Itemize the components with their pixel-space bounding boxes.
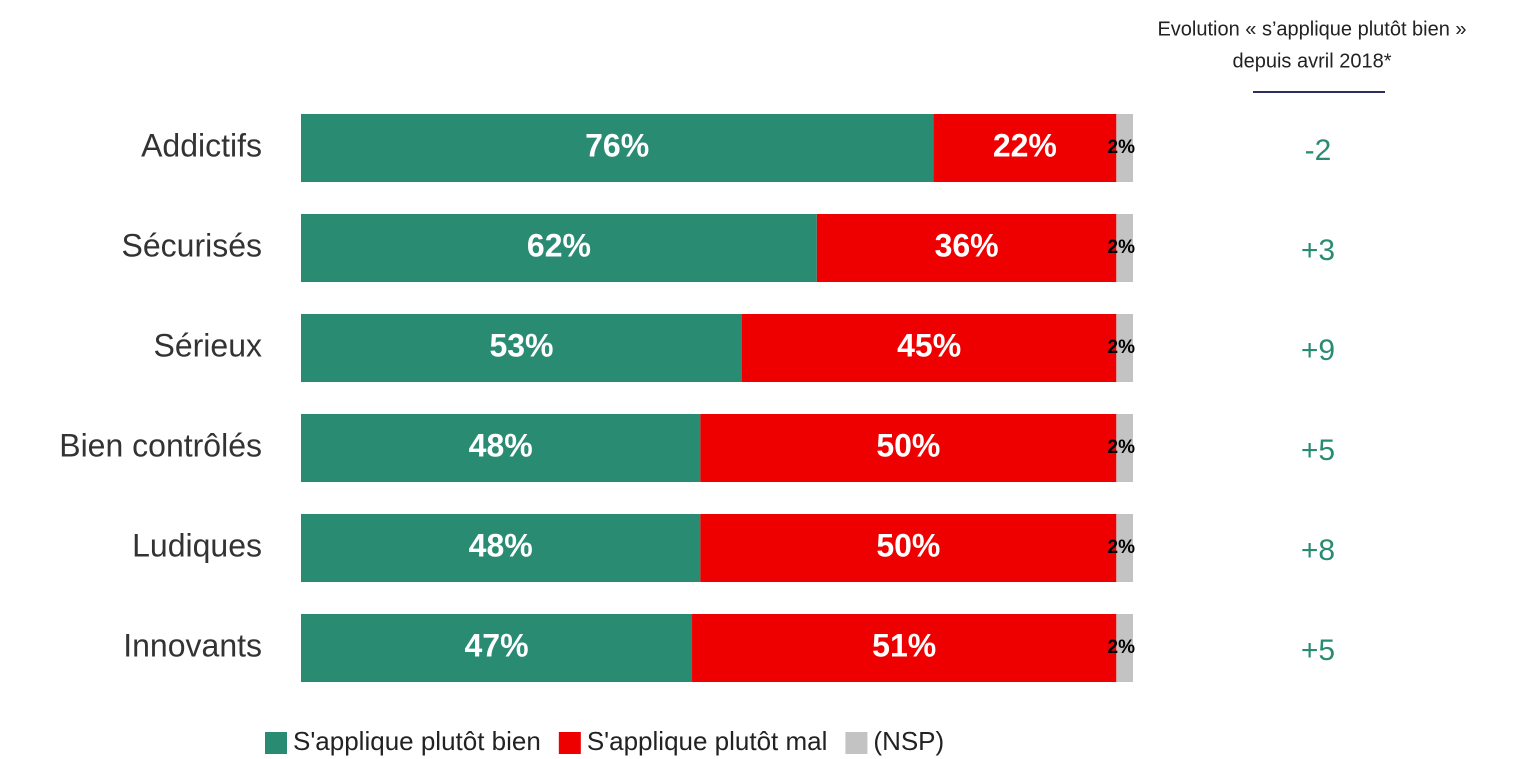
value-label: 45% xyxy=(897,327,961,363)
evolution-value: -2 xyxy=(1305,134,1332,167)
legend-label: S'applique plutôt bien xyxy=(293,726,541,756)
legend-swatch xyxy=(845,732,868,754)
bar-segment xyxy=(1116,614,1133,682)
value-label: 50% xyxy=(876,527,940,563)
legend-label: (NSP) xyxy=(873,726,944,756)
value-label: 2% xyxy=(1108,237,1136,258)
value-label: 2% xyxy=(1108,537,1136,558)
bar-segment xyxy=(301,214,817,282)
legend-label: S'applique plutôt mal xyxy=(587,726,828,756)
bar-segment xyxy=(741,314,1117,382)
value-label: 36% xyxy=(935,227,999,263)
bar-segment xyxy=(700,514,1117,582)
value-label: 48% xyxy=(469,427,533,463)
value-label: 22% xyxy=(993,127,1057,163)
category-label: Sécurisés xyxy=(122,227,263,263)
value-label: 62% xyxy=(527,227,591,263)
evolution-value: +5 xyxy=(1301,634,1335,667)
category-label: Innovants xyxy=(123,627,262,663)
bar-segment xyxy=(692,614,1117,682)
bar-segment xyxy=(933,114,1117,182)
evolution-title: depuis avril 2018* xyxy=(1233,50,1392,72)
category-label: Ludiques xyxy=(132,527,262,563)
value-label: 53% xyxy=(489,327,553,363)
legend-swatch xyxy=(558,732,581,754)
legend-swatch xyxy=(265,732,287,754)
bar-segment xyxy=(301,414,701,482)
bar-segment xyxy=(301,114,934,182)
category-label: Addictifs xyxy=(141,127,262,163)
bar-segment xyxy=(301,614,693,682)
value-label: 47% xyxy=(464,627,528,663)
bar-segment xyxy=(1116,314,1133,382)
evolution-title: Evolution « s’applique plutôt bien » xyxy=(1157,18,1466,40)
category-label: Bien contrôlés xyxy=(59,427,262,463)
value-label: 50% xyxy=(876,427,940,463)
evolution-value: +8 xyxy=(1301,534,1335,567)
bar-segment xyxy=(816,214,1117,282)
bar-segment xyxy=(700,414,1117,482)
bar-segment xyxy=(1116,114,1133,182)
evolution-value: +3 xyxy=(1301,234,1335,267)
value-label: 2% xyxy=(1108,137,1136,158)
value-label: 2% xyxy=(1108,337,1136,358)
value-label: 48% xyxy=(469,527,533,563)
bar-segment xyxy=(1116,514,1133,582)
evolution-value: +5 xyxy=(1301,434,1335,467)
value-label: 2% xyxy=(1108,437,1136,458)
bar-segment xyxy=(1116,414,1133,482)
value-label: 51% xyxy=(872,627,936,663)
evolution-value: +9 xyxy=(1301,334,1335,367)
value-label: 76% xyxy=(585,127,649,163)
value-label: 2% xyxy=(1108,637,1136,658)
bar-segment xyxy=(301,314,742,382)
bar-segment xyxy=(301,514,701,582)
bar-segment xyxy=(1116,214,1133,282)
category-label: Sérieux xyxy=(154,327,263,363)
